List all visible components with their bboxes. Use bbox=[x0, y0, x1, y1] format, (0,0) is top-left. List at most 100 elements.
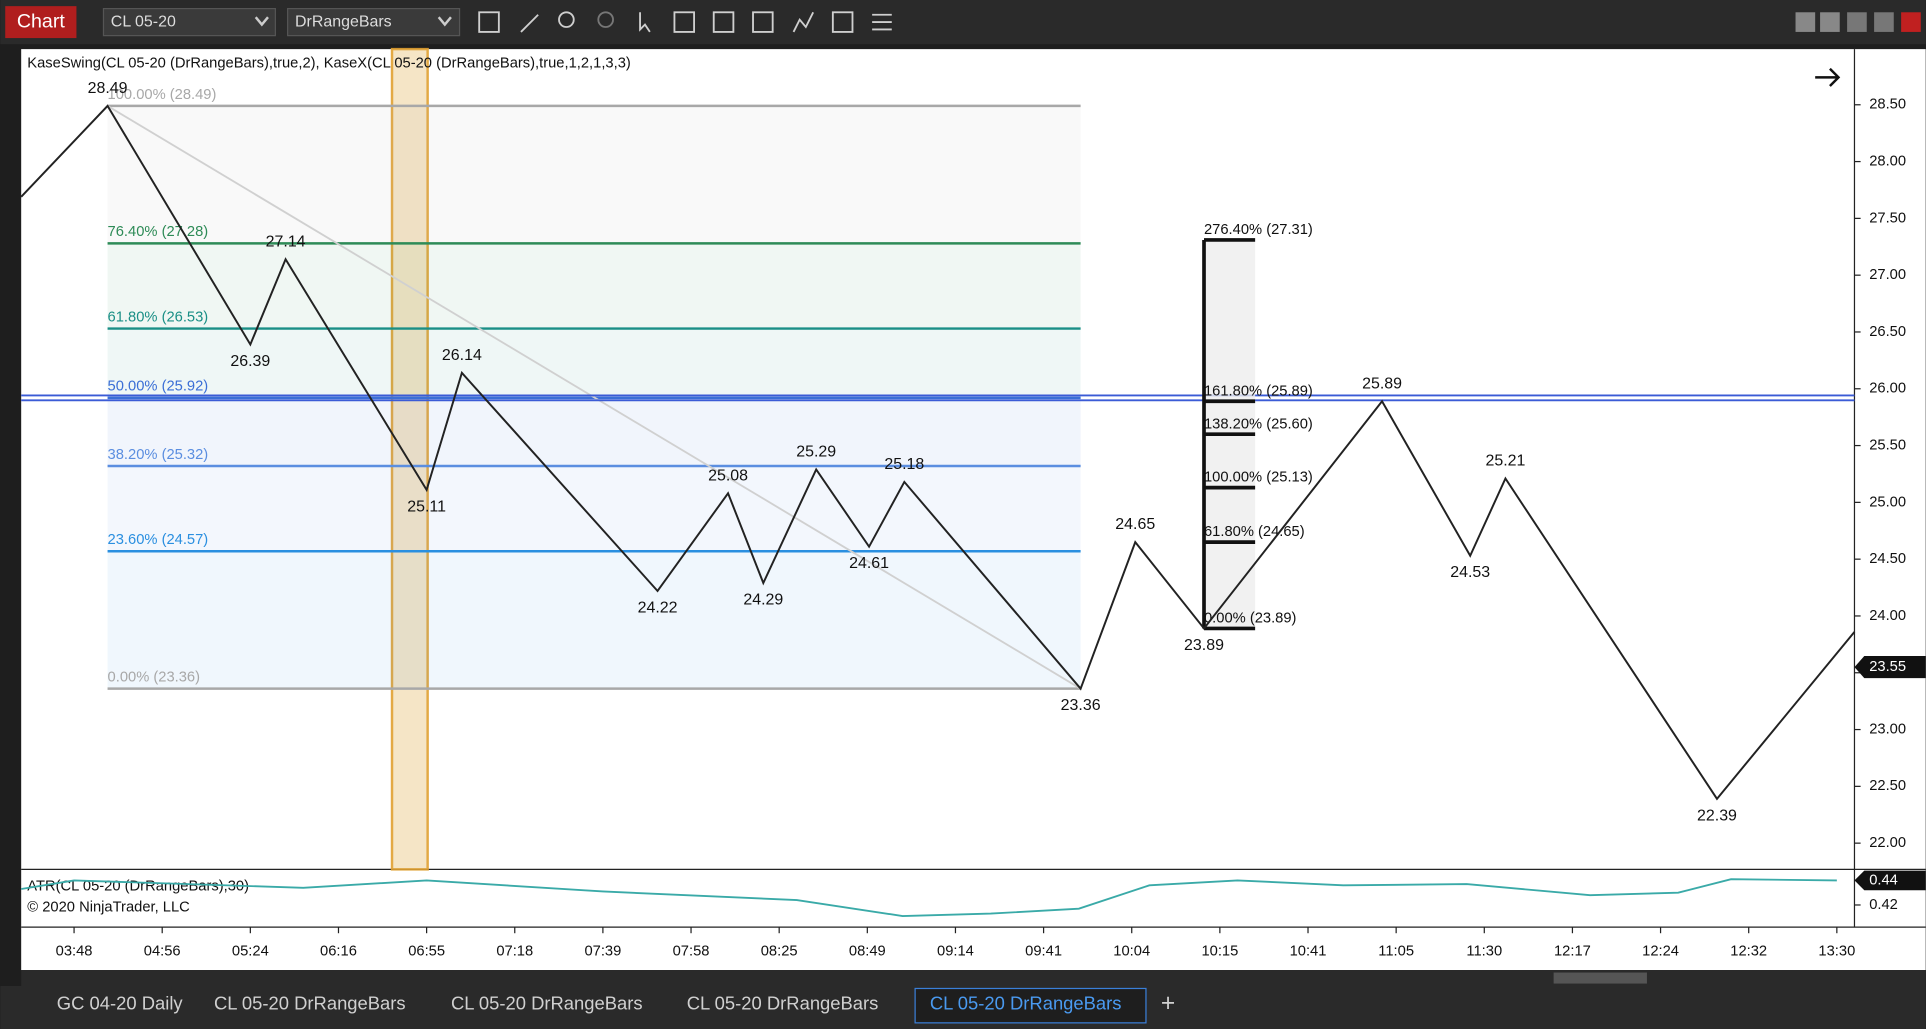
extension-label: 138.20% (25.60) bbox=[1204, 416, 1313, 432]
chart-button[interactable] bbox=[5, 6, 77, 39]
window-buttons bbox=[1795, 12, 1921, 32]
fib-label: 0.00% (23.36) bbox=[108, 670, 200, 686]
fib-zone bbox=[107, 328, 1081, 398]
tool-icon[interactable] bbox=[712, 11, 735, 33]
last-price-box bbox=[1854, 656, 1926, 679]
x-tick-label: 03:48 bbox=[56, 944, 93, 960]
x-tick-label: 07:18 bbox=[496, 944, 533, 960]
y-tick-label: 24.50 bbox=[1869, 551, 1906, 567]
y-tick-label: 24.00 bbox=[1869, 608, 1906, 624]
dropdown-arrow bbox=[437, 16, 452, 27]
chart-panel bbox=[21, 49, 1926, 971]
tool-icon[interactable] bbox=[831, 11, 854, 33]
x-tick-label: 13:30 bbox=[1818, 944, 1855, 960]
y-tick-label: 28.50 bbox=[1869, 97, 1906, 113]
instrument-label: CL 05-20 bbox=[111, 13, 176, 30]
minimize-button[interactable] bbox=[1847, 12, 1867, 32]
swing-label: 25.21 bbox=[1485, 453, 1525, 470]
fib-zone bbox=[107, 397, 1081, 467]
x-tick-label: 10:04 bbox=[1113, 944, 1150, 960]
tool-icon[interactable] bbox=[558, 11, 575, 28]
swing-label: 24.61 bbox=[849, 555, 889, 572]
swing-label: 26.14 bbox=[442, 347, 482, 364]
swing-label: 28.49 bbox=[88, 80, 128, 97]
maximize-button[interactable] bbox=[1874, 12, 1894, 32]
tool-icon[interactable] bbox=[639, 12, 651, 33]
chart-button-label: Chart bbox=[17, 10, 66, 32]
x-tick-label: 11:30 bbox=[1466, 944, 1502, 960]
fib-label: 76.40% (27.28) bbox=[108, 224, 209, 240]
fib-label: 61.80% (26.53) bbox=[108, 309, 209, 325]
fib-trend bbox=[107, 105, 1082, 690]
fib-label: 23.60% (24.57) bbox=[108, 532, 209, 548]
fib-zone bbox=[107, 466, 1081, 552]
tab[interactable] bbox=[198, 987, 431, 1024]
x-tick-label: 07:39 bbox=[584, 944, 621, 960]
y-tick-label: 26.50 bbox=[1869, 324, 1906, 340]
swing-label: 25.08 bbox=[708, 467, 748, 484]
tool-icon[interactable] bbox=[792, 11, 815, 33]
fib-label: 38.20% (25.32) bbox=[108, 447, 209, 463]
close-button[interactable] bbox=[1901, 12, 1921, 32]
highlight-band bbox=[390, 47, 429, 871]
x-tick-label: 06:16 bbox=[320, 944, 357, 960]
swing-label: 22.39 bbox=[1697, 807, 1737, 824]
arrow-icon[interactable] bbox=[1815, 67, 1841, 87]
instrument-select[interactable] bbox=[102, 7, 276, 37]
atr-last-label: 0.44 bbox=[1869, 872, 1898, 888]
swing-label: 23.89 bbox=[1184, 637, 1224, 654]
swing-label: 25.29 bbox=[796, 443, 836, 460]
scroll-thumb[interactable] bbox=[1553, 972, 1647, 984]
tool-icon[interactable] bbox=[478, 11, 500, 33]
tab[interactable] bbox=[435, 987, 668, 1024]
tab-label: CL 05-20 DrRangeBars bbox=[930, 992, 1122, 1013]
swing-label: 25.89 bbox=[1362, 375, 1402, 392]
bartype-select[interactable] bbox=[287, 7, 461, 37]
fib-label: 50.00% (25.92) bbox=[108, 379, 209, 395]
tab-label: CL 05-20 DrRangeBars bbox=[451, 992, 643, 1013]
tool-icon[interactable] bbox=[597, 11, 614, 28]
x-tick-label: 10:41 bbox=[1290, 944, 1327, 960]
swing-label: 25.11 bbox=[407, 498, 446, 515]
window-button[interactable] bbox=[1795, 12, 1816, 32]
last-price-label: 23.55 bbox=[1869, 659, 1906, 675]
fib-zone bbox=[107, 243, 1081, 329]
atr-last-box bbox=[1854, 870, 1926, 891]
tool-icon[interactable] bbox=[752, 11, 774, 33]
y-tick-label: 22.50 bbox=[1869, 778, 1906, 794]
tab-label: GC 04-20 Daily bbox=[57, 992, 184, 1013]
tab[interactable] bbox=[41, 987, 188, 1024]
tool-icon[interactable] bbox=[673, 11, 696, 33]
scrollbar[interactable] bbox=[21, 970, 1926, 987]
tool-icon[interactable] bbox=[872, 13, 892, 31]
y-tick-label: 27.50 bbox=[1869, 210, 1906, 226]
x-tick-label: 08:25 bbox=[761, 944, 798, 960]
fib-zone bbox=[107, 105, 1081, 244]
x-tick-label: 09:14 bbox=[937, 944, 974, 960]
swing-label: 26.39 bbox=[230, 353, 270, 370]
y-tick-label: 27.00 bbox=[1869, 267, 1906, 283]
fib-zone bbox=[107, 551, 1081, 689]
tab[interactable] bbox=[1151, 987, 1185, 1024]
y-tick-label: 28.00 bbox=[1869, 153, 1906, 169]
tool-icon[interactable] bbox=[520, 14, 539, 33]
window-button[interactable] bbox=[1820, 12, 1840, 32]
toolbar-icons bbox=[478, 11, 892, 33]
indicator-label: KaseSwing(CL 05-20 (DrRangeBars),true,2)… bbox=[27, 56, 630, 72]
tab[interactable] bbox=[914, 987, 1147, 1024]
extension-label: 100.00% (25.13) bbox=[1204, 470, 1313, 486]
x-tick-label: 07:58 bbox=[673, 944, 710, 960]
swing-label: 27.14 bbox=[266, 233, 306, 250]
x-tick-label: 04:56 bbox=[144, 944, 181, 960]
swing-label: 24.29 bbox=[743, 591, 783, 608]
bartype-label: DrRangeBars bbox=[295, 13, 392, 30]
tab[interactable] bbox=[671, 987, 904, 1024]
y-tick-label: 25.00 bbox=[1869, 494, 1906, 510]
x-tick-label: 12:24 bbox=[1642, 944, 1679, 960]
x-tick-label: 10:15 bbox=[1201, 944, 1238, 960]
x-tick-label: 08:49 bbox=[849, 944, 886, 960]
swing-label: 24.22 bbox=[638, 599, 678, 616]
extension-label: 161.80% (25.89) bbox=[1204, 383, 1313, 399]
